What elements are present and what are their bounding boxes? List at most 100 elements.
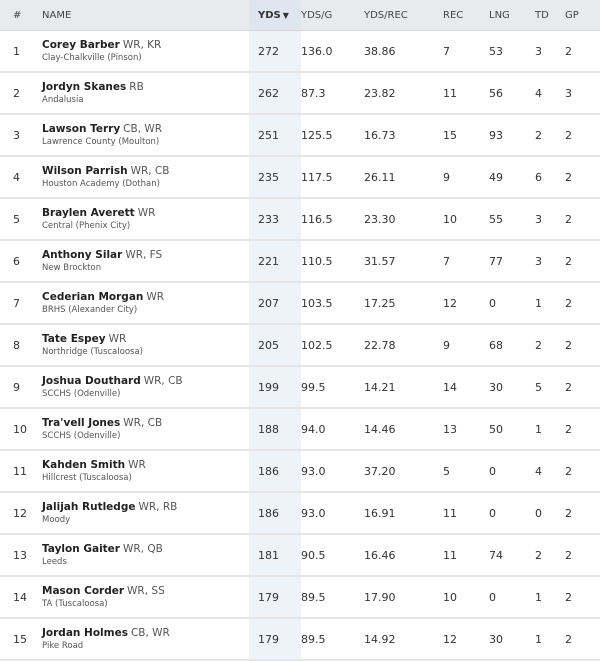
table-row: 11 Kahden Smith WR Hillcrest (Tuscaloosa) 18…: [0, 450, 600, 493]
player-name-link[interactable]: Joshua Douthard: [42, 375, 141, 387]
player-cell: Cederian Morgan WR BRHS (Alexander City): [42, 282, 249, 325]
player-cell: Jalijah Rutledge WR, RB Moody: [42, 492, 249, 535]
player-line: Cederian Morgan WR: [42, 290, 249, 304]
gp-cell: 2: [565, 618, 600, 661]
player-position: WR, CB: [123, 417, 163, 429]
player-school: Andalusia: [42, 95, 84, 105]
lng-cell: 53: [489, 30, 535, 73]
column-header-rec[interactable]: REC: [443, 0, 489, 31]
player-position: WR, CB: [143, 375, 183, 387]
player-position: WR, QB: [122, 543, 163, 555]
player-school: SCCHS (Odenville): [42, 431, 121, 441]
column-header-yds-per-rec[interactable]: YDS/REC: [364, 0, 443, 31]
rank-cell: 11: [0, 450, 42, 493]
player-position: WR: [108, 333, 127, 345]
yds-cell: 186: [249, 492, 301, 535]
player-line: Kahden Smith WR: [42, 458, 249, 472]
yds-per-rec-cell: 14.21: [364, 366, 443, 409]
rank-cell: 5: [0, 198, 42, 241]
column-header-yds[interactable]: YDS ▼: [249, 0, 301, 31]
yds-per-game-cell: 89.5: [301, 576, 364, 619]
player-cell: Jordyn Skanes RB Andalusia: [42, 72, 249, 115]
column-header-yds-per-game[interactable]: YDS/G: [301, 0, 364, 31]
rec-cell: 7: [443, 30, 489, 73]
lng-cell: 50: [489, 408, 535, 451]
player-school: Northridge (Tuscaloosa): [42, 347, 143, 357]
column-header-rank[interactable]: #: [0, 0, 42, 31]
column-header-name[interactable]: NAME: [42, 0, 249, 31]
td-cell: 6: [535, 156, 565, 199]
yds-cell: 188: [249, 408, 301, 451]
player-name-link[interactable]: Corey Barber: [42, 39, 120, 51]
player-name-link[interactable]: Mason Corder: [42, 585, 125, 597]
column-header-lng[interactable]: LNG: [489, 0, 535, 31]
yds-cell: 186: [249, 450, 301, 493]
player-school: Hillcrest (Tuscaloosa): [42, 473, 132, 483]
table-row: 10 Tra'vell Jones WR, CB SCCHS (Odenville) 1…: [0, 408, 600, 451]
yds-cell: 272: [249, 30, 301, 73]
lng-cell: 30: [489, 618, 535, 661]
player-position: WR, SS: [127, 585, 165, 597]
gp-cell: 2: [565, 366, 600, 409]
yds-cell: 207: [249, 282, 301, 325]
lng-cell: 0: [489, 450, 535, 493]
player-name-link[interactable]: Tate Espey: [42, 333, 106, 345]
player-school: Moody: [42, 515, 71, 525]
yds-cell: 179: [249, 618, 301, 661]
player-cell: Joshua Douthard WR, CB SCCHS (Odenville): [42, 366, 249, 409]
rank-cell: 14: [0, 576, 42, 619]
player-name-link[interactable]: Jordyn Skanes: [42, 81, 127, 93]
rec-cell: 7: [443, 240, 489, 283]
player-line: Lawson Terry CB, WR: [42, 122, 249, 136]
player-name-link[interactable]: Anthony Silar: [42, 249, 123, 261]
rec-cell: 12: [443, 282, 489, 325]
player-position: WR: [128, 459, 146, 471]
gp-cell: 2: [565, 240, 600, 283]
player-name-link[interactable]: Kahden Smith: [42, 459, 126, 471]
player-cell: Tate Espey WR Northridge (Tuscaloosa): [42, 324, 249, 367]
player-position: WR, KR: [122, 39, 162, 51]
player-school: BRHS (Alexander City): [42, 305, 138, 315]
player-name-link[interactable]: Lawson Terry: [42, 123, 121, 135]
table-row: 13 Taylon Gaiter WR, QB Leeds 181 90.5 16.46 11…: [0, 534, 600, 577]
rec-cell: 9: [443, 324, 489, 367]
rank-cell: 9: [0, 366, 42, 409]
player-cell: Braylen Averett WR Central (Phenix City): [42, 198, 249, 241]
gp-cell: 2: [565, 30, 600, 73]
rec-cell: 10: [443, 198, 489, 241]
player-name-link[interactable]: Jordan Holmes: [42, 627, 128, 639]
yds-per-rec-cell: 17.25: [364, 282, 443, 325]
gp-cell: 3: [565, 72, 600, 115]
column-header-gp[interactable]: GP: [565, 0, 600, 31]
player-school: TA (Tuscaloosa): [42, 599, 108, 609]
player-name-link[interactable]: Taylon Gaiter: [42, 543, 120, 555]
player-name-link[interactable]: Braylen Averett: [42, 207, 135, 219]
column-header-td[interactable]: TD: [535, 0, 565, 31]
td-cell: 2: [535, 324, 565, 367]
player-name-link[interactable]: Jalijah Rutledge: [42, 501, 136, 513]
player-name-link[interactable]: Cederian Morgan: [42, 291, 144, 303]
lng-cell: 55: [489, 198, 535, 241]
lng-cell: 77: [489, 240, 535, 283]
rec-cell: 11: [443, 492, 489, 535]
yds-per-game-cell: 102.5: [301, 324, 364, 367]
yds-per-rec-cell: 16.73: [364, 114, 443, 157]
yds-per-game-cell: 110.5: [301, 240, 364, 283]
yds-per-rec-cell: 17.90: [364, 576, 443, 619]
lng-cell: 0: [489, 492, 535, 535]
yds-per-game-cell: 136.0: [301, 30, 364, 73]
player-name-link[interactable]: Tra'vell Jones: [42, 417, 121, 429]
player-line: Mason Corder WR, SS: [42, 584, 249, 598]
yds-per-game-cell: 93.0: [301, 492, 364, 535]
td-cell: 4: [535, 450, 565, 493]
gp-cell: 2: [565, 324, 600, 367]
player-school: Clay-Chalkville (Pinson): [42, 53, 142, 63]
lng-cell: 0: [489, 282, 535, 325]
player-school: Lawrence County (Moulton): [42, 137, 160, 147]
td-cell: 3: [535, 30, 565, 73]
td-cell: 1: [535, 618, 565, 661]
player-position: WR: [146, 291, 165, 303]
yds-per-rec-cell: 31.57: [364, 240, 443, 283]
gp-cell: 2: [565, 282, 600, 325]
player-name-link[interactable]: Wilson Parrish: [42, 165, 128, 177]
